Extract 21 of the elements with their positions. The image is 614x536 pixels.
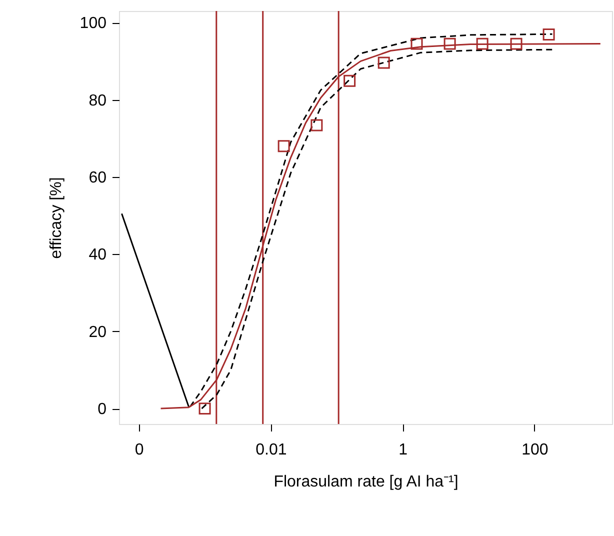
- point: [344, 74, 356, 87]
- x-tick-label: 0.01: [256, 442, 287, 458]
- point: [444, 38, 456, 50]
- x-tick-label: 1: [398, 442, 408, 458]
- y-tick-label: 80: [88, 92, 107, 110]
- y-tick-label: 0: [98, 401, 107, 418]
- y-tick-label: 20: [88, 324, 107, 341]
- point: [542, 28, 555, 41]
- point: [476, 38, 488, 50]
- y-axis-title: efficacy [%]: [48, 177, 65, 259]
- x-axis-title: Florasulam rate [g AI ha⁻¹]: [274, 474, 458, 490]
- y-tick-label: 60: [88, 169, 107, 186]
- point: [510, 38, 522, 50]
- y-tick-label: 40: [88, 246, 107, 264]
- x-tick-label: 100: [522, 442, 548, 458]
- point: [278, 140, 290, 152]
- y-tick-label: 100: [80, 15, 107, 32]
- point: [310, 119, 323, 132]
- point: [378, 56, 390, 69]
- point: [410, 38, 423, 50]
- x-tick-label: 0: [134, 442, 144, 458]
